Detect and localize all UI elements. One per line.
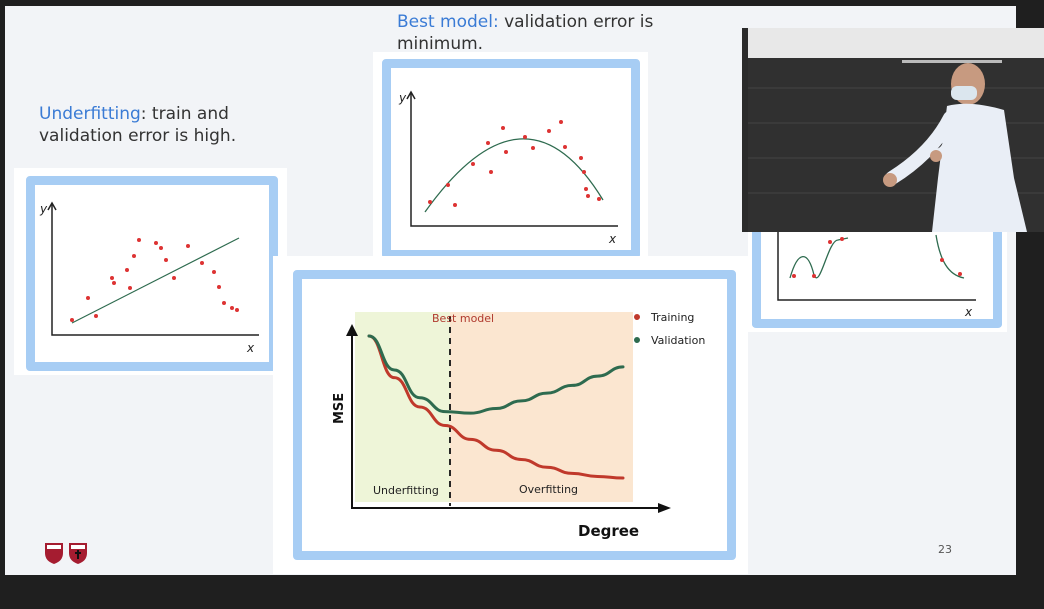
best-model-plot: y x [398,90,618,246]
underfitting-frame [26,176,278,371]
best-model-text: validation error is minimum. [397,12,654,54]
legend-validation-dot [634,337,640,343]
underfitting-x-label: x [246,341,255,355]
legend-training: Training [650,311,694,324]
underfitting-y-label: y [39,202,48,216]
underfitting-highlight: Underfitting [39,104,141,124]
overfitting-region [450,312,633,502]
x-axis-label: Degree [578,522,639,540]
best-model-caption: Best model: validation error is minimum. [397,11,677,55]
underfitting-points [70,238,239,322]
legend-validation: Validation [651,334,705,347]
overfitting-plot: x [777,230,976,319]
presenter-video-frame [742,28,1044,232]
region-overfitting-label: Overfitting [519,483,578,496]
overfitting-x-label: x [964,305,973,319]
series-validation-line [367,334,625,415]
best-model-highlight: Best model: [397,12,499,32]
y-axis [351,326,668,509]
page-number: 23 [938,543,952,556]
main-chart: Best model Training Validation MSE Degre… [332,311,705,540]
underfitting-text: : train and validation error is high. [39,104,237,146]
overfitting-points [792,237,962,278]
overfitting-panel: x [748,220,1007,332]
y-axis-arrow [346,324,358,336]
best-model-label: Best model [432,312,494,325]
region-underfitting-label: Underfitting [373,484,439,497]
main-chart-panel: Best model Training Validation MSE Degre… [273,256,748,574]
presenter-video[interactable] [742,28,1044,232]
underfitting-plot: y x [39,201,259,355]
underfitting-panel: y x [14,168,287,375]
harvard-logo [43,541,91,569]
best-model-panel: y x [373,52,648,264]
underfitting-caption: Underfitting: train and validation error… [39,103,269,147]
x-axis-arrow [658,503,671,513]
overfitting-frame [752,220,1002,328]
series-training-line [367,334,625,480]
y-axis-label: MSE [332,393,347,424]
main-chart-frame [293,270,736,560]
best-model-points [428,120,601,207]
best-model-x-label: x [608,232,617,246]
best-model-y-label: y [398,91,407,105]
legend-training-dot [634,314,640,320]
best-model-frame [382,59,640,259]
